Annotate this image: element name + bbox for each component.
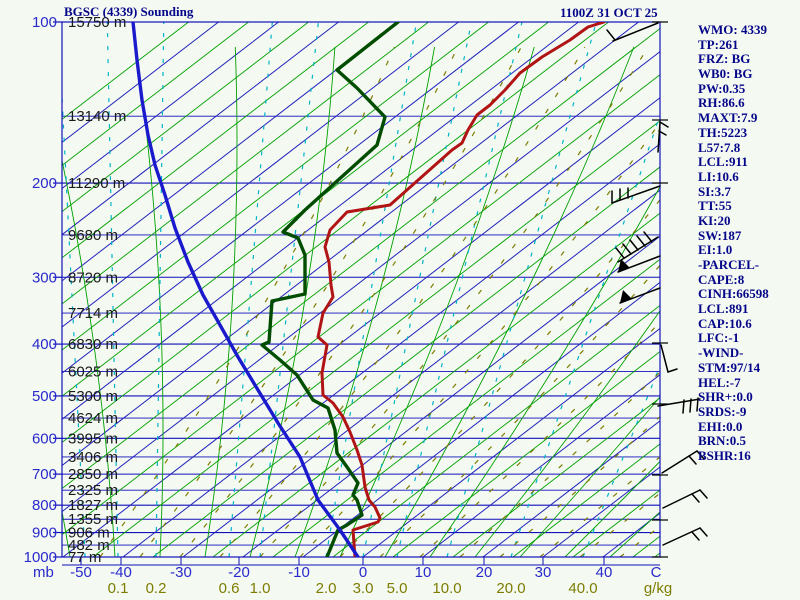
- altitude-label: 3995 m: [68, 430, 118, 447]
- stats-line: SRDS:-9: [698, 403, 747, 419]
- pressure-tick-label: 900: [32, 525, 57, 542]
- altitude-label: 3406 m: [68, 449, 118, 466]
- mixing-ratio-tick-label: 1.0: [250, 580, 271, 597]
- altitude-label: 77 m: [68, 549, 101, 566]
- stats-line: CINH:66598: [698, 286, 769, 302]
- altitude-label: 2325 m: [68, 482, 118, 499]
- temperature-trace: [316, 22, 606, 557]
- altitude-label: 1355 m: [68, 511, 118, 528]
- mixing-ratio-tick-label: 0.6: [219, 580, 240, 597]
- mixing-ratio-tick-label: 3.0: [353, 580, 374, 597]
- temperature-tick-label: 40: [596, 564, 613, 581]
- stats-line: TH:5223: [698, 124, 748, 140]
- isobars: [62, 21, 660, 558]
- stats-line: TP:261: [698, 36, 739, 52]
- stats-line: KI:20: [698, 212, 731, 228]
- isotherm-minor-lines: [62, 22, 660, 557]
- temperature-tick-label: 30: [535, 564, 552, 581]
- stats-line: LFC:-1: [698, 330, 740, 346]
- stats-line: PW:0.35: [698, 80, 746, 96]
- altitude-label: 9680 m: [68, 227, 118, 244]
- altitude-label: 906 m: [68, 525, 110, 542]
- pressure-tick-label: 600: [32, 430, 57, 447]
- stats-line: SI:3.7: [698, 183, 731, 199]
- stats-line: LI:10.6: [698, 168, 739, 184]
- temperature-tick-label: 20: [476, 564, 493, 581]
- stats-line: RH:86.6: [698, 95, 745, 111]
- temperature-unit-label: C: [651, 564, 662, 581]
- altitude-label: 6830 m: [68, 336, 118, 353]
- stats-line: CAP:10.6: [698, 315, 752, 331]
- mixing-ratio-tick-label: 2.0: [316, 580, 337, 597]
- pressure-tick-label: 300: [32, 269, 57, 286]
- altitude-label: 8720 m: [68, 269, 118, 286]
- pressure-tick-label: 1000: [24, 549, 57, 566]
- altitude-label: 1827 m: [68, 497, 118, 514]
- parcel-trace: [131, 22, 360, 557]
- altitude-label: 4624 m: [68, 410, 118, 427]
- pressure-unit-label: mb: [33, 564, 54, 581]
- stats-line: LCL:891: [698, 301, 749, 317]
- stats-line: MAXT:7.9: [698, 110, 758, 126]
- temperature-tick-label: -20: [228, 564, 250, 581]
- stats-line: LCL:911: [698, 154, 748, 170]
- pressure-tick-label: 100: [32, 14, 57, 31]
- altitude-label: 5300 m: [68, 388, 118, 405]
- stats-line: L57:7.8: [698, 139, 741, 155]
- stats-line: EHI:0.0: [698, 418, 743, 434]
- stats-line: -PARCEL-: [698, 257, 760, 272]
- stats-line: SHR+:0.0: [698, 389, 753, 405]
- stats-line: WMO: 4339: [698, 22, 767, 37]
- mixing-ratio-tick-label: 0.1: [108, 580, 129, 597]
- stats-panel: WMO: 4339 TP:261 FRZ: BG WB0: BG PW:0.35 RH:8…: [698, 22, 769, 464]
- pressure-tick-label: 800: [32, 497, 57, 514]
- stats-line: TT:55: [698, 198, 732, 214]
- stats-line: CAPE:8: [698, 271, 745, 287]
- pressure-tick-label: 700: [32, 466, 57, 483]
- altitude-label: 13140 m: [68, 108, 126, 125]
- stats-line: STM:97/14: [698, 359, 761, 375]
- isotherms: [62, 22, 660, 557]
- altitude-label: 15750 m: [68, 14, 126, 31]
- chart-title: BGSC (4339) Sounding: [64, 4, 194, 19]
- altitude-label: 11290 m: [68, 175, 125, 192]
- pressure-tick-label: 500: [32, 388, 57, 405]
- mixing-ratio-tick-label: 10.0: [432, 580, 461, 597]
- temperature-tick-label: 0: [359, 564, 367, 581]
- temperature-tick-label: 10: [415, 564, 432, 581]
- temperature-tick-label: -30: [170, 564, 192, 581]
- stats-line: SW:187: [698, 227, 742, 243]
- stats-line: EI:1.0: [698, 242, 733, 258]
- pressure-tick-label: 400: [32, 336, 57, 353]
- mixing-ratio-unit-label: g/kg: [644, 580, 672, 597]
- dry-adiabats: [62, 46, 660, 557]
- stats-line: HEL:-7: [698, 374, 741, 390]
- chart-datetime: 1100Z 31 OCT 25: [560, 5, 658, 20]
- mixing-ratio-tick-label: 0.2: [146, 580, 167, 597]
- temperature-tick-label: -10: [288, 564, 310, 581]
- mixing-ratio-lines: [62, 22, 660, 557]
- temperature-tick-label: -40: [110, 564, 132, 581]
- stats-line: BRN:0.5: [698, 433, 747, 449]
- plot-frame: [53, 21, 661, 566]
- stats-line: WB0: BG: [698, 66, 753, 82]
- mixing-ratio-tick-label: 40.0: [568, 580, 597, 597]
- temperature-tick-label: -50: [70, 564, 92, 581]
- altitude-label: 7714 m: [68, 305, 118, 322]
- moist-adiabats: [99, 46, 660, 557]
- stats-line: FRZ: BG: [698, 51, 751, 67]
- altitude-label: 6025 m: [68, 363, 118, 380]
- wind-barbs: [606, 21, 708, 558]
- stats-line: -WIND-: [698, 345, 744, 361]
- mixing-ratio-tick-label: 5.0: [387, 580, 408, 597]
- altitude-label: 2850 m: [68, 466, 118, 483]
- mixing-ratio-tick-label: 20.0: [496, 580, 525, 597]
- pressure-tick-label: 200: [32, 175, 57, 192]
- dewpoint-trace: [260, 22, 400, 557]
- altitude-label: 482 m: [68, 537, 110, 554]
- stats-line: BSHR:16: [698, 447, 751, 463]
